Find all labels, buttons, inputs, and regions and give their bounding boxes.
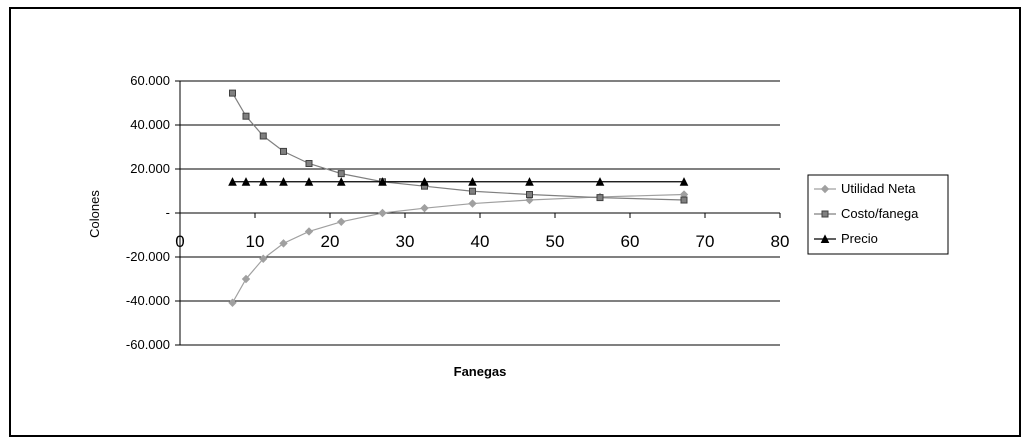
data-point xyxy=(468,177,477,186)
x-axis-title: Fanegas xyxy=(454,364,507,379)
y-tick-labels: 60.000 40.000 20.000 - -20.000 -40.000 -60.000 xyxy=(126,73,170,352)
x-tick-labels: 0 10 20 30 40 50 60 70 80 xyxy=(175,232,789,251)
data-point xyxy=(241,177,251,186)
series-line xyxy=(231,92,685,201)
axes xyxy=(175,80,781,346)
legend-label: Utilidad Neta xyxy=(841,181,916,196)
x-tick-label: 30 xyxy=(396,232,415,251)
legend-item: Precio xyxy=(814,231,878,246)
x-tick-label: 70 xyxy=(696,232,715,251)
data-point xyxy=(337,170,345,178)
legend-marker xyxy=(820,234,830,243)
data-point xyxy=(420,177,429,186)
data-point xyxy=(469,187,476,195)
data-point xyxy=(229,89,236,97)
data-point xyxy=(337,217,346,227)
series xyxy=(228,89,689,307)
data-point xyxy=(378,177,387,186)
data-point xyxy=(258,177,268,186)
data-point xyxy=(228,177,237,186)
legend-item: Utilidad Neta xyxy=(814,181,916,196)
data-point xyxy=(596,194,604,202)
legend-label: Precio xyxy=(841,231,878,246)
data-point xyxy=(305,160,313,167)
x-tick-label: 0 xyxy=(175,232,184,251)
data-point xyxy=(679,177,689,186)
data-point xyxy=(420,203,429,213)
y-tick-label: - xyxy=(166,205,170,220)
data-point xyxy=(304,227,314,236)
gridlines xyxy=(180,80,780,346)
y-axis-title: Colones xyxy=(87,190,102,238)
data-point xyxy=(468,199,477,208)
x-tick-label: 40 xyxy=(471,232,490,251)
y-tick-label: 40.000 xyxy=(130,117,170,132)
series-1 xyxy=(229,89,688,204)
data-point xyxy=(526,191,533,199)
series-0 xyxy=(228,190,689,307)
data-point xyxy=(336,177,346,186)
data-point xyxy=(525,177,534,186)
data-point xyxy=(304,177,314,186)
x-tick-label: 60 xyxy=(621,232,640,251)
data-point xyxy=(259,132,267,140)
data-point xyxy=(242,112,250,120)
x-tick-label: 20 xyxy=(321,232,340,251)
line-chart: 60.000 40.000 20.000 - -20.000 -40.000 -60.000… xyxy=(87,73,949,379)
data-point xyxy=(378,208,387,218)
data-point xyxy=(280,147,287,155)
x-tick-label: 50 xyxy=(546,232,565,251)
data-point xyxy=(595,177,605,186)
chart-frame: 60.000 40.000 20.000 - -20.000 -40.000 -60.000… xyxy=(9,7,1021,437)
legend-label: Costo/fanega xyxy=(841,206,919,221)
data-point xyxy=(680,196,688,204)
y-tick-label: -20.000 xyxy=(126,249,170,264)
data-point xyxy=(279,177,288,186)
legend-marker xyxy=(820,184,830,194)
series-2 xyxy=(228,177,689,186)
data-point xyxy=(525,195,534,205)
x-tick-label: 10 xyxy=(246,232,265,251)
data-point xyxy=(241,274,251,284)
y-tick-label: 60.000 xyxy=(130,73,170,88)
data-point xyxy=(259,254,268,263)
y-tick-label: -60.000 xyxy=(126,337,170,352)
data-point xyxy=(279,239,288,248)
data-point xyxy=(228,298,237,307)
legend-marker xyxy=(821,210,829,218)
legend-item: Costo/fanega xyxy=(814,206,919,221)
y-tick-label: 20.000 xyxy=(130,161,170,176)
series-line xyxy=(231,193,685,304)
y-tick-label: -40.000 xyxy=(126,293,170,308)
legend: Utilidad Neta Costo/fanega Precio xyxy=(807,174,949,255)
x-tick-label: 80 xyxy=(771,232,790,251)
